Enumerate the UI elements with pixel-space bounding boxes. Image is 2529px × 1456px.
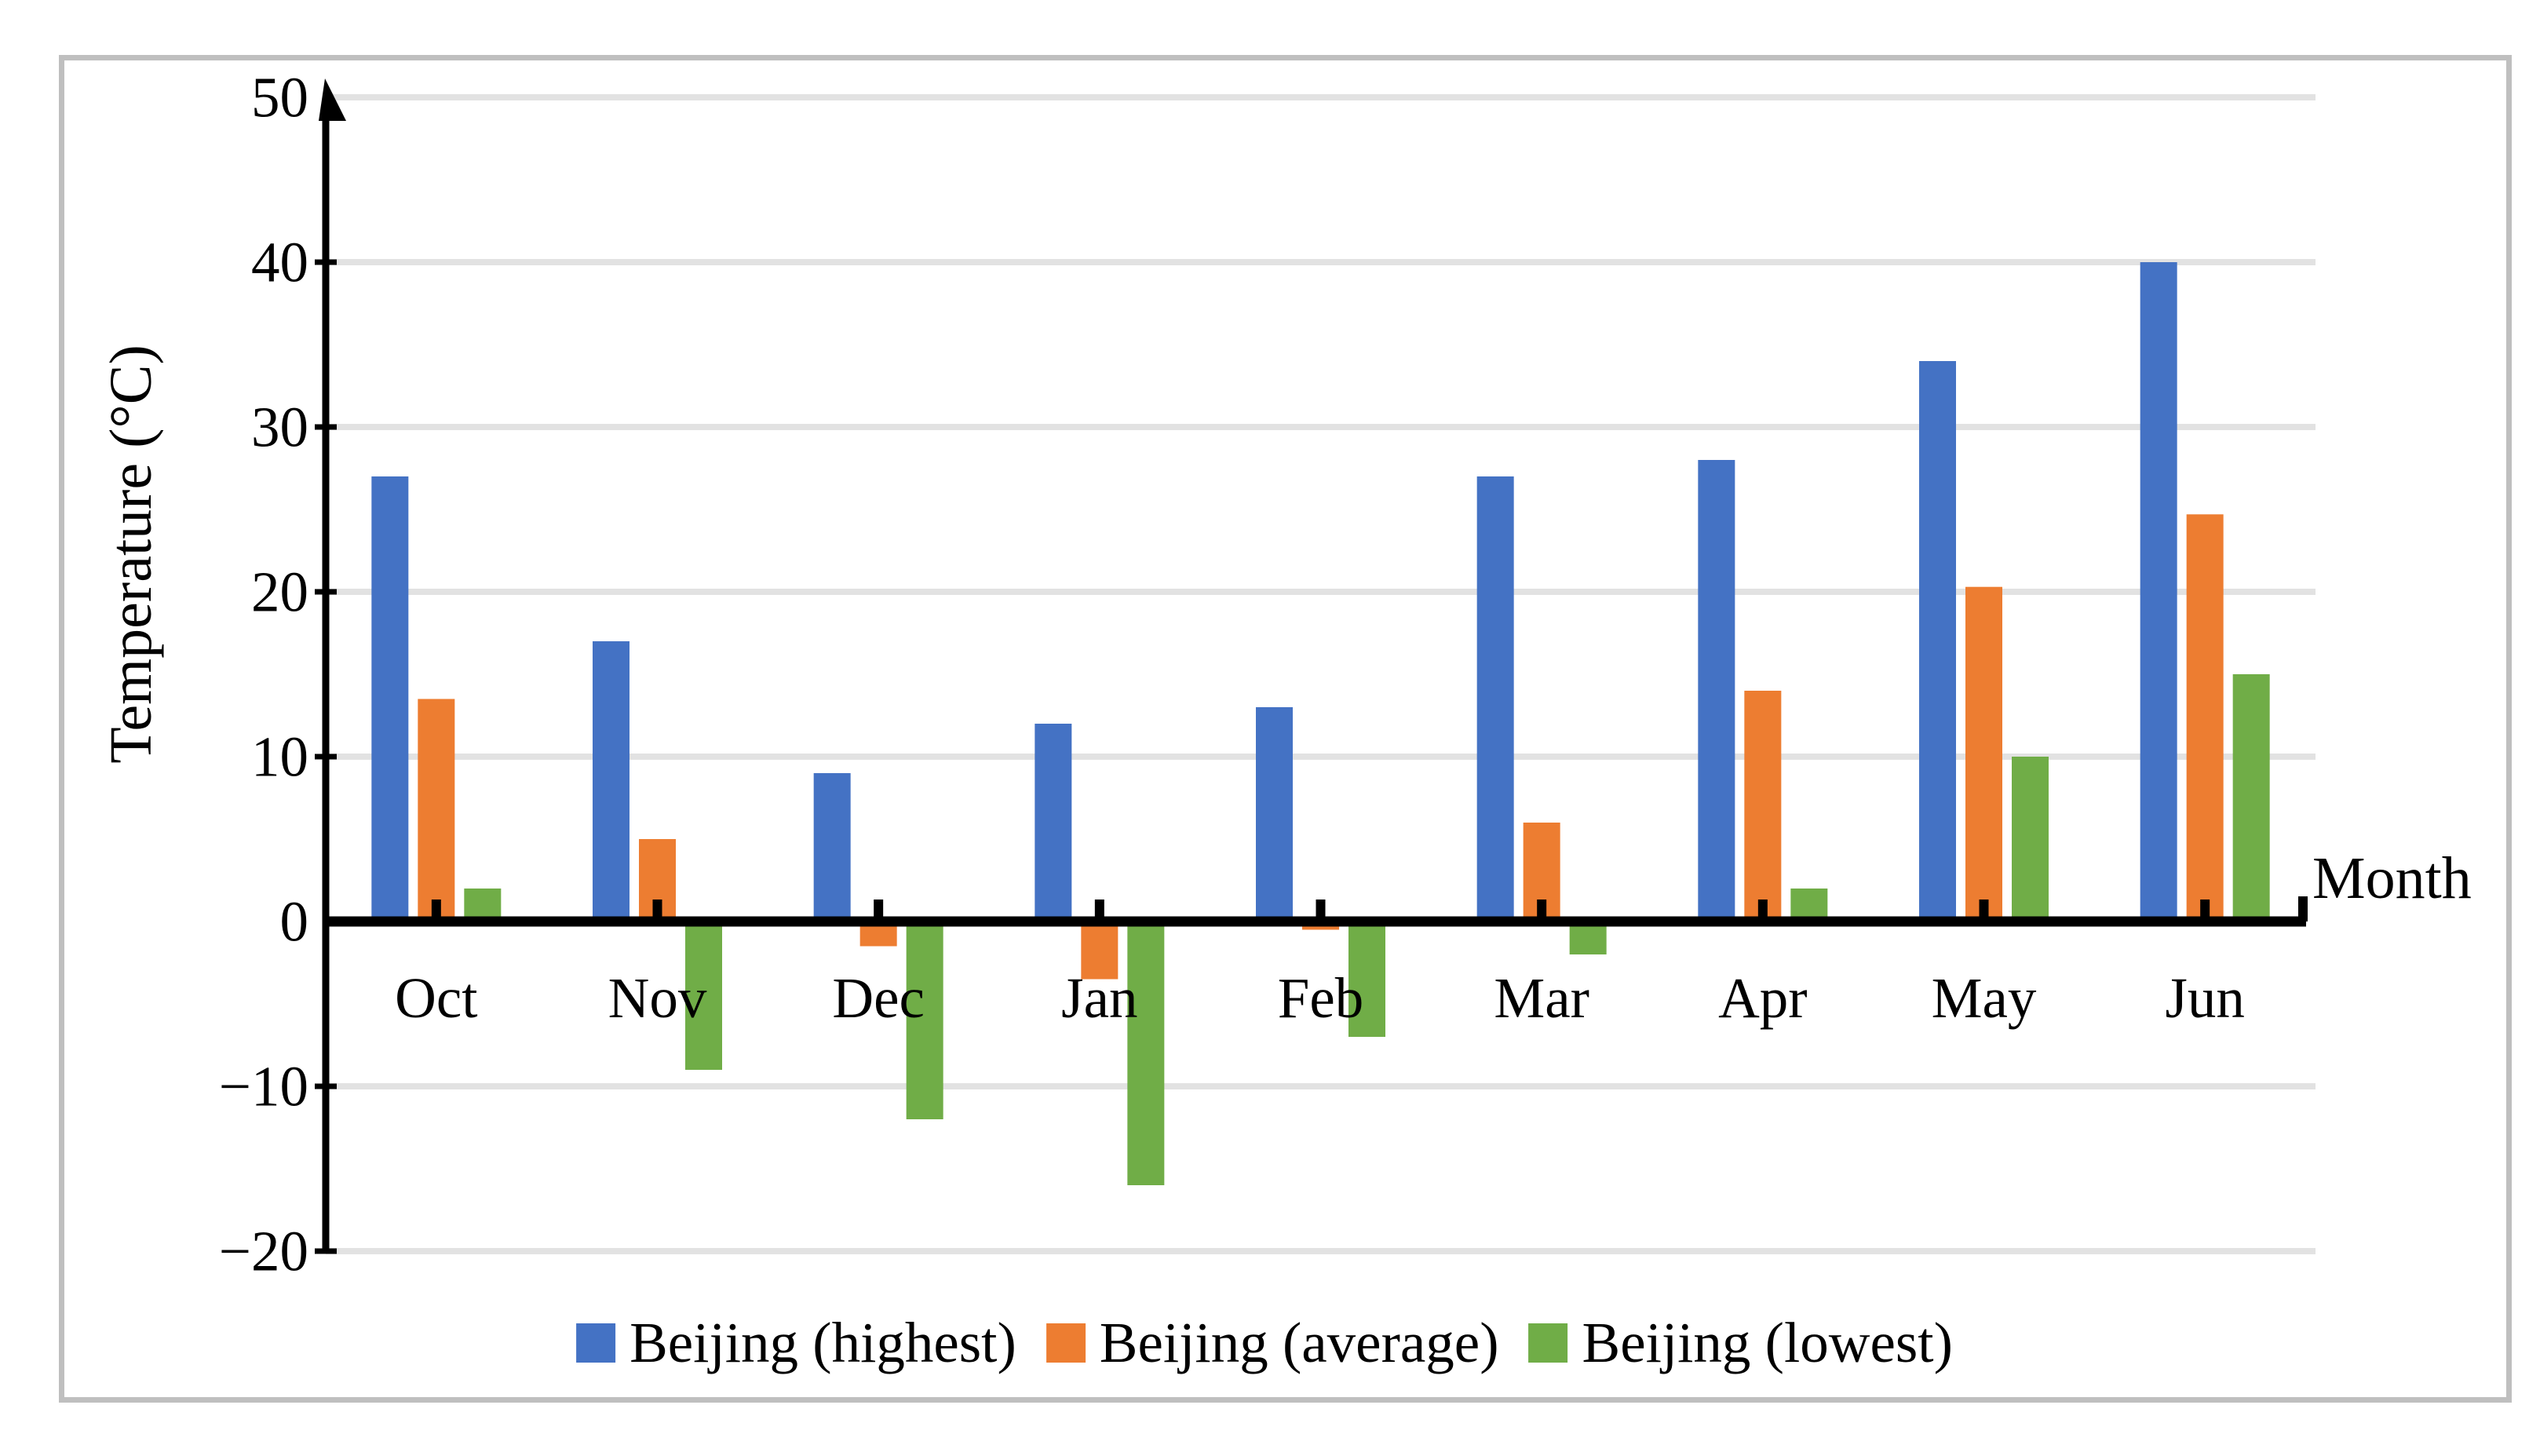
y-axis-title: Temperature (°C) xyxy=(98,345,164,764)
bar-Apr-Beijing (lowest) xyxy=(1790,889,1828,921)
bars-layer xyxy=(371,262,2270,1185)
bar-Dec-Beijing (highest) xyxy=(813,773,851,921)
legend-item: Beijing (average) xyxy=(1046,1314,1499,1371)
legend-swatch-icon xyxy=(1046,1323,1086,1363)
bar-Jun-Beijing (average) xyxy=(2186,514,2224,921)
y-tick-label: 10 xyxy=(251,725,308,789)
bar-Nov-Beijing (lowest) xyxy=(685,921,722,1070)
x-tick-label: Feb xyxy=(1278,966,1364,1030)
bar-Feb-Beijing (highest) xyxy=(1256,707,1293,921)
bar-Jan-Beijing (highest) xyxy=(1035,724,1072,921)
x-tick-label: Mar xyxy=(1494,966,1589,1030)
x-tick-mark xyxy=(874,900,884,921)
x-tick-mark xyxy=(431,900,441,921)
y-tick-label: 30 xyxy=(251,396,308,459)
bar-Feb-Beijing (lowest) xyxy=(1348,921,1385,1037)
y-tick-label: 40 xyxy=(251,231,308,294)
x-tick-label: Dec xyxy=(832,966,925,1030)
x-tick-mark xyxy=(1757,900,1768,921)
legend-label: Beijing (highest) xyxy=(630,1311,1016,1374)
legend-label: Beijing (average) xyxy=(1099,1311,1499,1374)
y-axis-arrowhead xyxy=(319,78,346,121)
bar-May-Beijing (average) xyxy=(1965,586,2002,921)
bar-Jun-Beijing (lowest) xyxy=(2232,674,2270,921)
bar-May-Beijing (lowest) xyxy=(2012,757,2049,921)
axis-labels-layer: 50 40 30 20 10 0 −10 −20 Oct Nov Dec Jan Feb Mar Apr Ma… xyxy=(219,66,2245,1283)
x-tick-label: May xyxy=(1932,966,2037,1030)
x-tick-mark xyxy=(1537,900,1547,921)
legend-swatch-icon xyxy=(576,1323,616,1363)
bar-Apr-Beijing (average) xyxy=(1744,691,1782,921)
bar-Nov-Beijing (highest) xyxy=(593,641,630,921)
x-tick-mark xyxy=(2200,900,2210,921)
x-tick-label: Apr xyxy=(1718,966,1808,1030)
bar-Mar-Beijing (highest) xyxy=(1476,476,1514,921)
x-tick-mark xyxy=(652,900,662,921)
bar-Oct-Beijing (lowest) xyxy=(464,889,502,921)
bar-Jan-Beijing (lowest) xyxy=(1127,921,1165,1185)
x-tick-mark xyxy=(1979,900,1989,921)
y-tick-label: 0 xyxy=(280,890,309,954)
bar-Mar-Beijing (lowest) xyxy=(1569,921,1607,954)
x-axis-title: Month xyxy=(2312,845,2472,911)
x-tick-label: Oct xyxy=(395,966,477,1030)
y-tick-label: 20 xyxy=(251,560,308,624)
y-tick-label: 50 xyxy=(251,66,308,130)
x-tick-label: Jun xyxy=(2165,966,2244,1030)
bar-Apr-Beijing (highest) xyxy=(1698,460,1735,921)
bar-Oct-Beijing (average) xyxy=(418,699,455,921)
x-axis-end-tick xyxy=(2298,896,2308,921)
axes-layer xyxy=(315,78,2308,1254)
bar-Jun-Beijing (highest) xyxy=(2140,262,2177,921)
legend-item: Beijing (highest) xyxy=(576,1314,1016,1371)
legend-label: Beijing (lowest) xyxy=(1582,1311,1953,1374)
y-tick-label: −20 xyxy=(219,1220,308,1283)
y-tick-label: −10 xyxy=(219,1055,308,1118)
x-tick-mark xyxy=(1316,900,1326,921)
x-tick-label: Jan xyxy=(1061,966,1137,1030)
chart-legend: Beijing (highest) Beijing (average) Beijin… xyxy=(576,1314,1953,1371)
bar-May-Beijing (highest) xyxy=(1919,361,1956,921)
legend-item: Beijing (lowest) xyxy=(1528,1311,1953,1374)
gridlines-layer xyxy=(326,94,2316,1254)
legend-swatch-icon xyxy=(1528,1323,1568,1363)
x-tick-mark xyxy=(1094,900,1104,921)
x-tick-label: Nov xyxy=(608,966,707,1030)
bar-Jan-Beijing (average) xyxy=(1081,921,1119,980)
bar-Dec-Beijing (lowest) xyxy=(906,921,943,1119)
bar-Oct-Beijing (highest) xyxy=(371,476,409,921)
